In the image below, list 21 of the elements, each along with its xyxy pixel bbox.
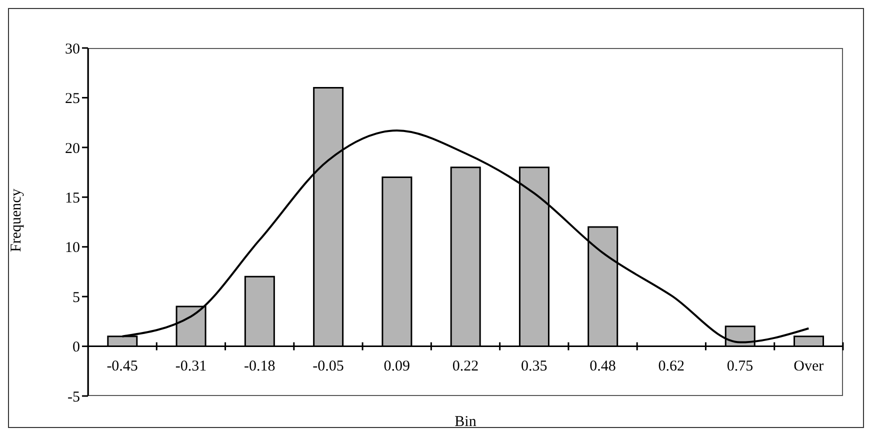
x-tick-label: -0.05	[312, 358, 344, 374]
x-tick-label: -0.31	[175, 358, 207, 374]
x-tick-label: 0.09	[384, 358, 410, 374]
y-tick-label: 30	[65, 41, 80, 58]
y-axis-title: Frequency	[8, 188, 24, 252]
x-tick-label: 0.75	[726, 358, 754, 374]
x-axis-title: Bin	[454, 414, 477, 430]
x-tick-label: -0.45	[106, 358, 138, 374]
x-tick-label: 0.35	[521, 358, 548, 374]
y-tick-label: 20	[65, 140, 80, 157]
x-tick-label: 0.48	[590, 358, 616, 374]
x-tick-label: Over	[794, 358, 824, 374]
x-tick-label: 0.62	[658, 358, 685, 374]
y-tick-label: 25	[65, 91, 80, 108]
y-tick-label: 0	[72, 340, 80, 356]
y-tick-label: -5	[68, 389, 80, 406]
y-tick-label: 15	[65, 190, 80, 206]
x-tick-label: -0.18	[244, 358, 276, 374]
y-tick-label: 10	[65, 240, 80, 256]
y-tick-label: 5	[72, 290, 80, 306]
x-tick-label: 0.22	[452, 358, 479, 374]
